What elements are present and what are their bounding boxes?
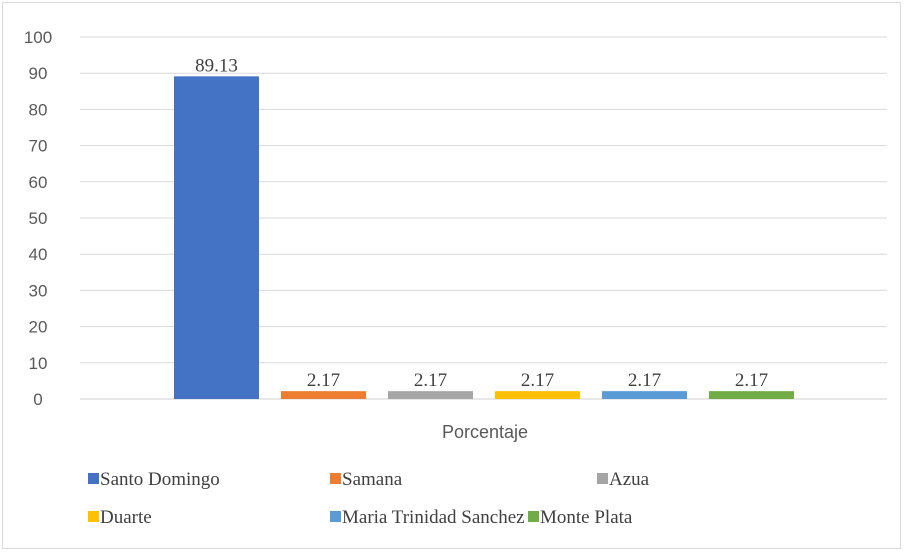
y-tick-label-40: 40: [29, 245, 48, 264]
legend-swatch-azua: [597, 473, 608, 484]
x-category-label: Porcentaje: [442, 422, 528, 442]
y-tick-label-80: 80: [29, 100, 48, 119]
y-tick-label-50: 50: [29, 209, 48, 228]
bar-azua[interactable]: [388, 391, 473, 399]
data-label-monte-plata: 2.17: [735, 370, 768, 391]
data-label-santo-domingo: 89.13: [195, 55, 238, 76]
data-label-samana: 2.17: [307, 370, 340, 391]
y-tick-label-70: 70: [29, 137, 48, 156]
legend-swatch-monte-plata: [528, 511, 539, 522]
legend-swatch-samana: [330, 473, 341, 484]
bar-maria-trinidad-sanchez[interactable]: [602, 391, 687, 399]
y-tick-label-10: 10: [29, 354, 48, 373]
bar-monte-plata[interactable]: [709, 391, 794, 399]
data-label-maria-trinidad-sanchez: 2.17: [628, 370, 661, 391]
y-tick-label-60: 60: [29, 173, 48, 192]
legend-label-duarte: Duarte: [100, 507, 152, 528]
y-tick-label-90: 90: [29, 64, 48, 83]
legend-label-santo-domingo: Santo Domingo: [100, 469, 220, 490]
legend-label-samana: Samana: [342, 469, 403, 490]
y-tick-label-20: 20: [29, 318, 48, 337]
legend-label-maria-trinidad-sanchez: Maria Trinidad Sanchez: [342, 507, 525, 528]
legend-swatch-duarte: [88, 511, 99, 522]
y-tick-label-30: 30: [29, 281, 48, 300]
legend-swatch-maria-trinidad-sanchez: [330, 511, 341, 522]
bar-santo-domingo[interactable]: [174, 76, 259, 400]
y-tick-label-0: 0: [33, 390, 42, 409]
data-label-duarte: 2.17: [521, 370, 554, 391]
bar-duarte[interactable]: [495, 391, 580, 399]
y-tick-label-100: 100: [24, 28, 52, 47]
legend-swatch-santo-domingo: [88, 473, 99, 484]
data-label-azua: 2.17: [414, 370, 447, 391]
legend-label-azua: Azua: [609, 469, 650, 490]
bar-samana[interactable]: [281, 391, 366, 399]
legend-label-monte-plata: Monte Plata: [540, 507, 633, 528]
